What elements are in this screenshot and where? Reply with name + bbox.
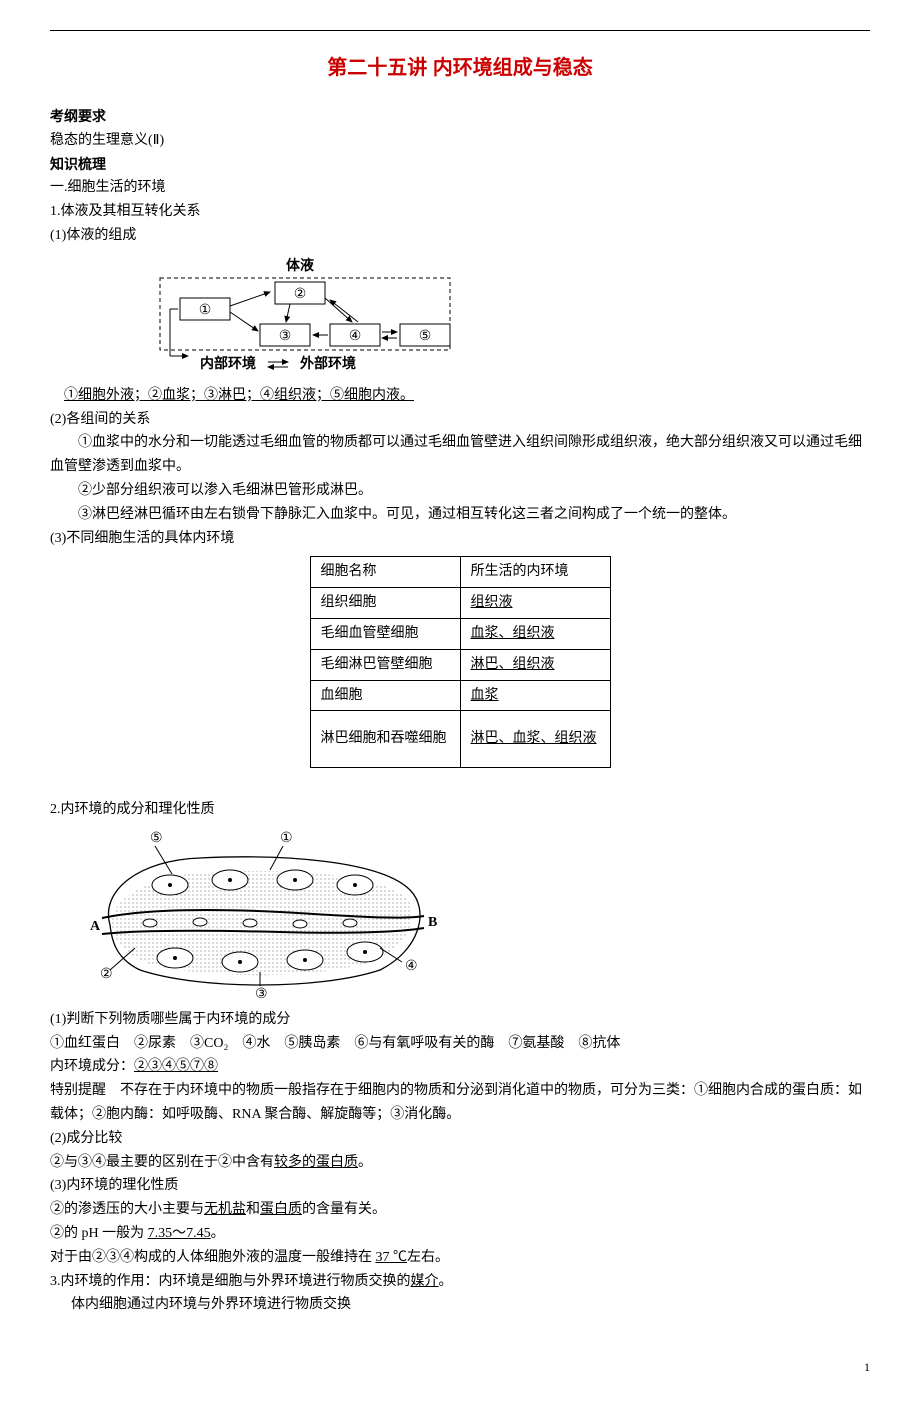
table-row: 毛细血管壁细胞 血浆、组织液	[310, 618, 610, 649]
td: 毛细血管壁细胞	[310, 618, 460, 649]
td: 淋巴细胞和吞噬细胞	[310, 711, 460, 768]
cmp-line: ②与③④最主要的区别在于②中含有较多的蛋白质。	[50, 1151, 870, 1175]
d1-node-3: ③	[279, 329, 292, 344]
s1-2-1: (1)判断下列物质哪些属于内环境的成分	[50, 1008, 870, 1032]
page-number: 1	[50, 1357, 870, 1377]
s1-1: 1.体液及其相互转化关系	[50, 200, 870, 224]
phys2: ②的 pH 一般为 7.35～7.45。	[50, 1222, 870, 1246]
table-row: 组织细胞 组织液	[310, 588, 610, 619]
table-row: 毛细淋巴管壁细胞 淋巴、组织液	[310, 649, 610, 680]
s1-3: 3.内环境的作用：内环境是细胞与外界环境进行物质交换的媒介。	[50, 1270, 870, 1294]
d2-l5: ⑤	[150, 831, 163, 846]
d1-label-br: 外部环境	[300, 355, 356, 372]
s1: 一.细胞生活的环境	[50, 176, 870, 200]
d1-node-4: ④	[349, 329, 362, 344]
options-ans: 内环境成分：②③④⑤⑦⑧	[50, 1055, 870, 1079]
s1-2: 2.内环境的成分和理化性质	[50, 798, 870, 822]
td: 组织液	[460, 588, 610, 619]
fluid-diagram: 体液 ① ② ③ ④ ⑤ 内部环境 外部环境	[130, 256, 870, 376]
table-row: 血细胞 血浆	[310, 680, 610, 711]
d1-node-2: ②	[294, 287, 307, 302]
td: 毛细淋巴管壁细胞	[310, 649, 460, 680]
td: 血浆	[460, 680, 610, 711]
section-heading-kgyq: 考纲要求	[50, 105, 870, 129]
env-table: 细胞名称 所生活的内环境 组织细胞 组织液 毛细血管壁细胞 血浆、组织液 毛细淋…	[310, 556, 611, 768]
s1-1-1: (1)体液的组成	[50, 224, 870, 248]
page-title: 第二十五讲 内环境组成与稳态	[50, 51, 870, 85]
d2-l4: ④	[405, 959, 418, 974]
phys3: 对于由②③④构成的人体细胞外液的温度一般维持在 37 ℃左右。	[50, 1246, 870, 1270]
s1-1-2: (2)各组间的关系	[50, 408, 870, 432]
th-0: 细胞名称	[310, 557, 460, 588]
rel1: ①血浆中的水分和一切能透过毛细血管的物质都可以通过毛细血管壁进入组织间隙形成组织…	[50, 431, 870, 479]
top-rule	[50, 30, 870, 31]
table-row: 细胞名称 所生活的内环境	[310, 557, 610, 588]
options-line: ①血红蛋白 ②尿素 ③CO₂ ④水 ⑤胰岛素 ⑥与有氧呼吸有关的酶 ⑦氨基酸 ⑧…	[50, 1032, 870, 1056]
s1-2-2: (2)成分比较	[50, 1127, 870, 1151]
d2-l1: ①	[280, 831, 293, 846]
th-1: 所生活的内环境	[460, 557, 610, 588]
s1-1-3: (3)不同细胞生活的具体内环境	[50, 527, 870, 551]
d1-label-top: 体液	[286, 257, 315, 274]
d1-node-1: ①	[199, 303, 212, 318]
s1-3-sub: 体内细胞通过内环境与外界环境进行物质交换	[50, 1293, 870, 1317]
answers-line: ①细胞外液；②血浆；③淋巴；④组织液；⑤细胞内液。	[50, 384, 870, 408]
td: 组织细胞	[310, 588, 460, 619]
section-heading-zssl: 知识梳理	[50, 153, 870, 177]
tip: 特别提醒 不存在于内环境中的物质一般指存在于细胞内的物质和分泌到消化道中的物质，…	[50, 1079, 870, 1127]
rel3: ③淋巴经淋巴循环由左右锁骨下静脉汇入血浆中。可见，通过相互转化这三者之间构成了一…	[50, 503, 870, 527]
tissue-diagram: A B ⑤ ① ② ③ ④	[80, 830, 870, 1000]
td: 淋巴、血浆、组织液	[460, 711, 610, 768]
rel2: ②少部分组织液可以渗入毛细淋巴管形成淋巴。	[50, 479, 870, 503]
d1-label-bl: 内部环境	[200, 355, 256, 372]
d2-l3: ③	[255, 987, 268, 1000]
table-row: 淋巴细胞和吞噬细胞 淋巴、血浆、组织液	[310, 711, 610, 768]
td: 血浆、组织液	[460, 618, 610, 649]
phys1: ②的渗透压的大小主要与无机盐和蛋白质的含量有关。	[50, 1198, 870, 1222]
td: 血细胞	[310, 680, 460, 711]
d2-B: B	[428, 915, 437, 930]
kgyq-body: 稳态的生理意义(Ⅱ)	[50, 129, 870, 153]
d1-node-5: ⑤	[419, 329, 432, 344]
s1-2-3: (3)内环境的理化性质	[50, 1174, 870, 1198]
td: 淋巴、组织液	[460, 649, 610, 680]
d2-A: A	[90, 919, 101, 934]
